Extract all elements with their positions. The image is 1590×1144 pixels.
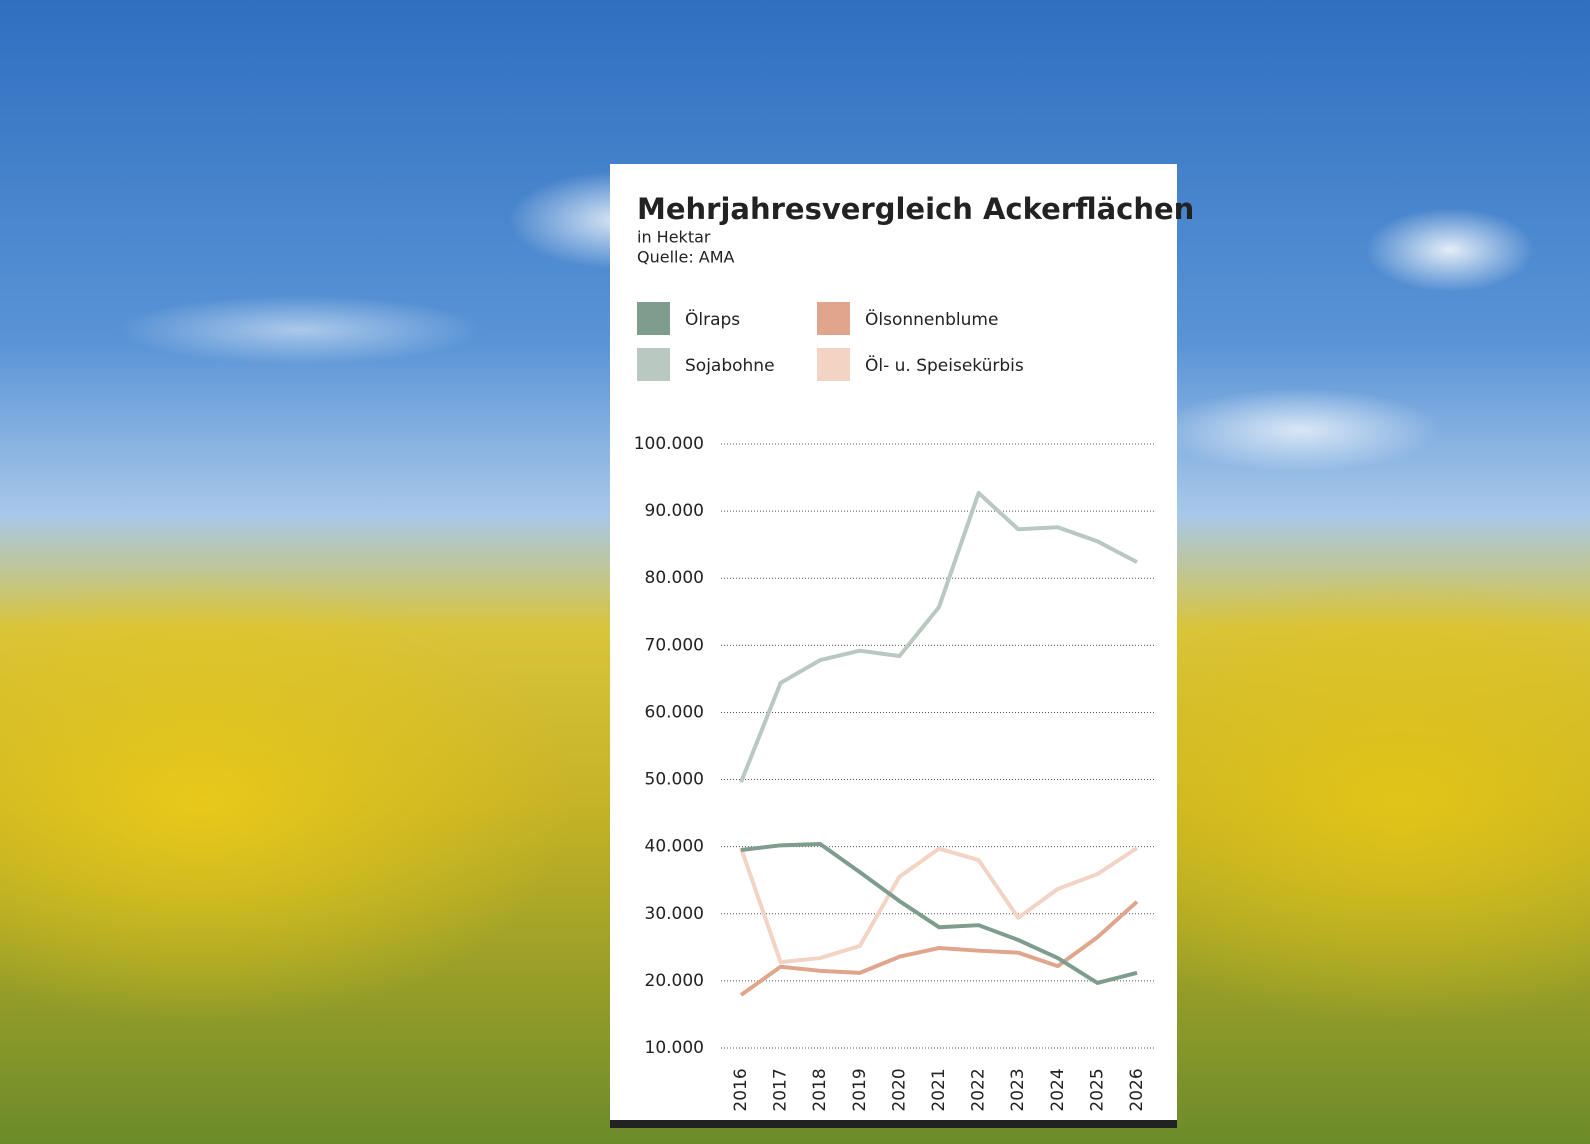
legend-swatch	[637, 348, 670, 381]
legend-label: Ölsonnenblume	[865, 308, 998, 330]
page: Mehrjahresvergleich Ackerflächen in Hekt…	[0, 0, 1590, 1144]
x-tick-label: 2017	[771, 1068, 791, 1111]
y-tick-label: 60.000	[645, 702, 704, 722]
y-tick-label: 70.000	[645, 635, 704, 655]
y-tick-label: 50.000	[645, 770, 704, 790]
chart-source: Quelle: AMA	[637, 248, 735, 267]
x-tick-label: 2021	[929, 1068, 949, 1111]
legend-swatch	[817, 348, 850, 381]
x-tick-label: 2023	[1008, 1068, 1028, 1111]
x-tick-label: 2018	[810, 1068, 830, 1111]
x-tick-label: 2019	[850, 1068, 870, 1111]
legend-swatch	[637, 302, 670, 335]
y-tick-label: 10.000	[645, 1038, 704, 1058]
x-tick-label: 2022	[969, 1068, 989, 1111]
x-tick-label: 2026	[1127, 1068, 1147, 1111]
legend-label: Sojabohne	[685, 356, 775, 376]
x-tick-label: 2024	[1048, 1068, 1068, 1111]
legend-label: Öl- u. Speisekürbis	[865, 354, 1024, 376]
legend-label: Ölraps	[685, 308, 740, 330]
y-tick-label: 90.000	[645, 501, 704, 521]
x-tick-label: 2025	[1087, 1068, 1107, 1111]
legend-swatch	[817, 302, 850, 335]
y-tick-label: 20.000	[645, 971, 704, 991]
y-tick-label: 30.000	[645, 904, 704, 924]
y-tick-label: 80.000	[645, 568, 704, 588]
chart: Mehrjahresvergleich Ackerflächen in Hekt…	[0, 0, 1590, 1144]
chart-subtitle: in Hektar	[637, 228, 711, 247]
chart-title: Mehrjahresvergleich Ackerflächen	[637, 192, 1194, 226]
card-bar	[610, 1120, 1177, 1128]
y-tick-label: 40.000	[645, 837, 704, 857]
y-tick-label: 100.000	[634, 434, 704, 454]
x-tick-label: 2016	[731, 1068, 751, 1111]
x-tick-label: 2020	[889, 1068, 909, 1111]
